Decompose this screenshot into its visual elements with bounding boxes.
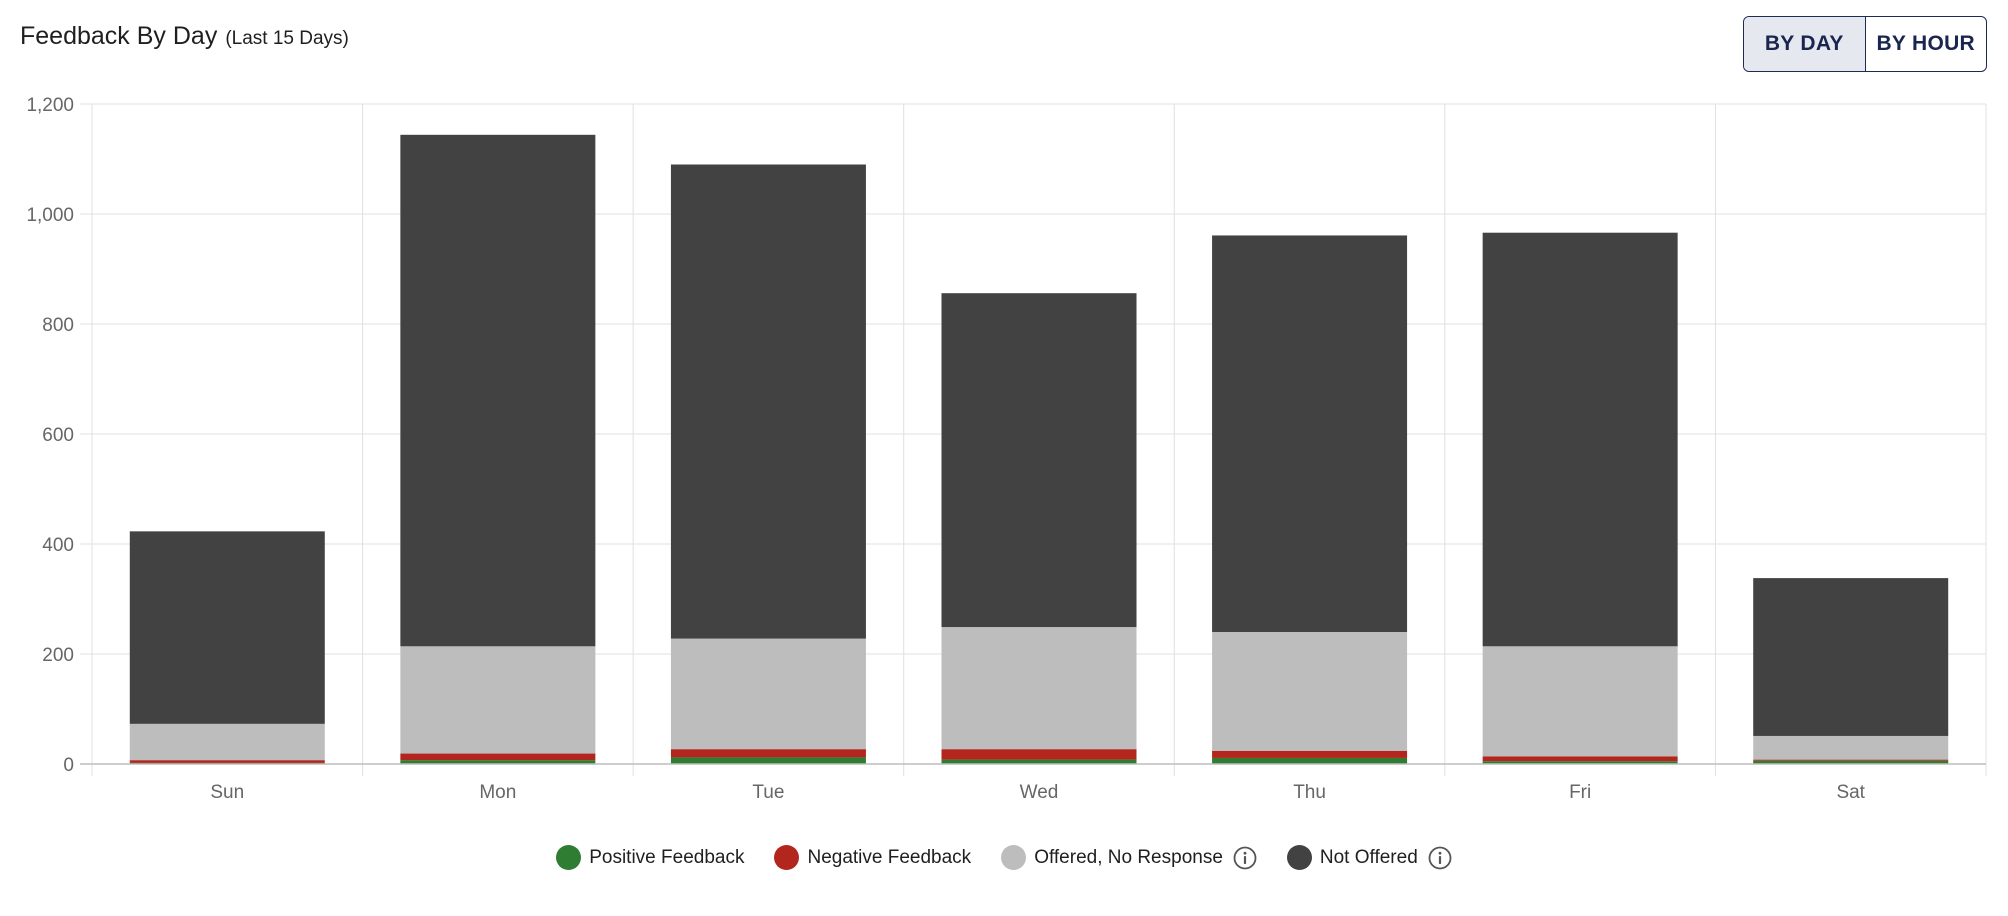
y-tick-label: 0 bbox=[63, 755, 74, 776]
bar-segment-negative bbox=[670, 749, 866, 758]
legend-item-negative[interactable]: Negative Feedback bbox=[774, 845, 971, 870]
info-circle-icon[interactable] bbox=[1428, 846, 1452, 870]
legend-swatch-not-offered bbox=[1286, 845, 1312, 870]
bar-segment-not-offered bbox=[1212, 235, 1408, 632]
x-tick-label: Fri bbox=[1569, 782, 1591, 803]
chart-legend: Positive Feedback Negative Feedback Offe… bbox=[0, 845, 2008, 870]
bar-segment-positive bbox=[1482, 761, 1678, 764]
legend-item-positive[interactable]: Positive Feedback bbox=[556, 845, 744, 870]
by-day-button[interactable]: BY DAY bbox=[1744, 17, 1865, 71]
legend-swatch-positive bbox=[556, 845, 582, 870]
legend-label-negative: Negative Feedback bbox=[807, 846, 972, 868]
legend-label-positive: Positive Feedback bbox=[589, 846, 745, 868]
bar-segment-positive bbox=[941, 759, 1137, 764]
bar-segment-not-offered bbox=[1753, 578, 1949, 736]
bar-segment-offered bbox=[1212, 632, 1408, 751]
bar-segment-not-offered bbox=[1482, 232, 1678, 647]
legend-swatch-negative bbox=[774, 845, 800, 870]
y-tick-label: 800 bbox=[42, 315, 74, 336]
bar-segment-negative bbox=[1753, 759, 1949, 761]
bar-segment-offered bbox=[400, 646, 596, 754]
legend-item-offered[interactable]: Offered, No Response bbox=[1001, 845, 1257, 870]
bar-segment-not-offered bbox=[670, 164, 866, 639]
bar-segment-not-offered bbox=[400, 134, 596, 647]
bar-segment-positive bbox=[1753, 760, 1949, 764]
x-tick-label: Sun bbox=[210, 782, 244, 803]
bar-segment-positive bbox=[1212, 757, 1408, 764]
legend-item-not-offered[interactable]: Not Offered bbox=[1286, 845, 1452, 870]
bar-segment-offered bbox=[1482, 646, 1678, 757]
bar-segment-negative bbox=[1482, 756, 1678, 762]
bar-segment-positive bbox=[670, 757, 866, 764]
by-hour-button[interactable]: BY HOUR bbox=[1864, 17, 1987, 71]
x-tick-label: Sat bbox=[1836, 782, 1865, 803]
x-tick-label: Tue bbox=[752, 782, 784, 803]
y-tick-label: 1,000 bbox=[26, 205, 74, 226]
y-tick-label: 400 bbox=[42, 535, 74, 556]
bar-segment-negative bbox=[129, 760, 325, 763]
chart-header: Feedback By Day (Last 15 Days) bbox=[20, 22, 349, 51]
bar-segment-negative bbox=[400, 753, 596, 761]
info-circle-icon[interactable] bbox=[1233, 846, 1257, 870]
bar-segment-positive bbox=[400, 760, 596, 764]
y-tick-label: 1,200 bbox=[26, 95, 74, 116]
bar-segment-offered bbox=[1753, 735, 1949, 760]
stacked-bar-chart: 0 200 400 600 800 1,000 1,200 Sun Mon Tue Wed Thu Fr… bbox=[26, 95, 1987, 803]
legend-label-not-offered: Not Offered bbox=[1319, 846, 1418, 868]
bar-segment-offered bbox=[670, 638, 866, 750]
chart-subtitle: (Last 15 Days) bbox=[225, 28, 349, 49]
bar-segment-negative bbox=[1212, 750, 1408, 758]
bar-segment-not-offered bbox=[129, 531, 325, 724]
legend-swatch-offered bbox=[1001, 845, 1027, 870]
y-tick-label: 600 bbox=[42, 425, 74, 446]
x-tick-label: Wed bbox=[1020, 782, 1059, 803]
legend-label-offered: Offered, No Response bbox=[1034, 846, 1223, 868]
bar-segment-offered bbox=[941, 627, 1137, 750]
x-tick-label: Mon bbox=[479, 782, 516, 803]
x-tick-label: Thu bbox=[1293, 782, 1326, 803]
chart-title: Feedback By Day bbox=[20, 22, 218, 50]
bar-segment-negative bbox=[941, 749, 1137, 760]
bar-segment-not-offered bbox=[941, 293, 1137, 628]
y-tick-label: 200 bbox=[42, 645, 74, 666]
view-toggle: BY DAY BY HOUR bbox=[1743, 16, 1987, 72]
bar-segment-offered bbox=[129, 723, 325, 761]
